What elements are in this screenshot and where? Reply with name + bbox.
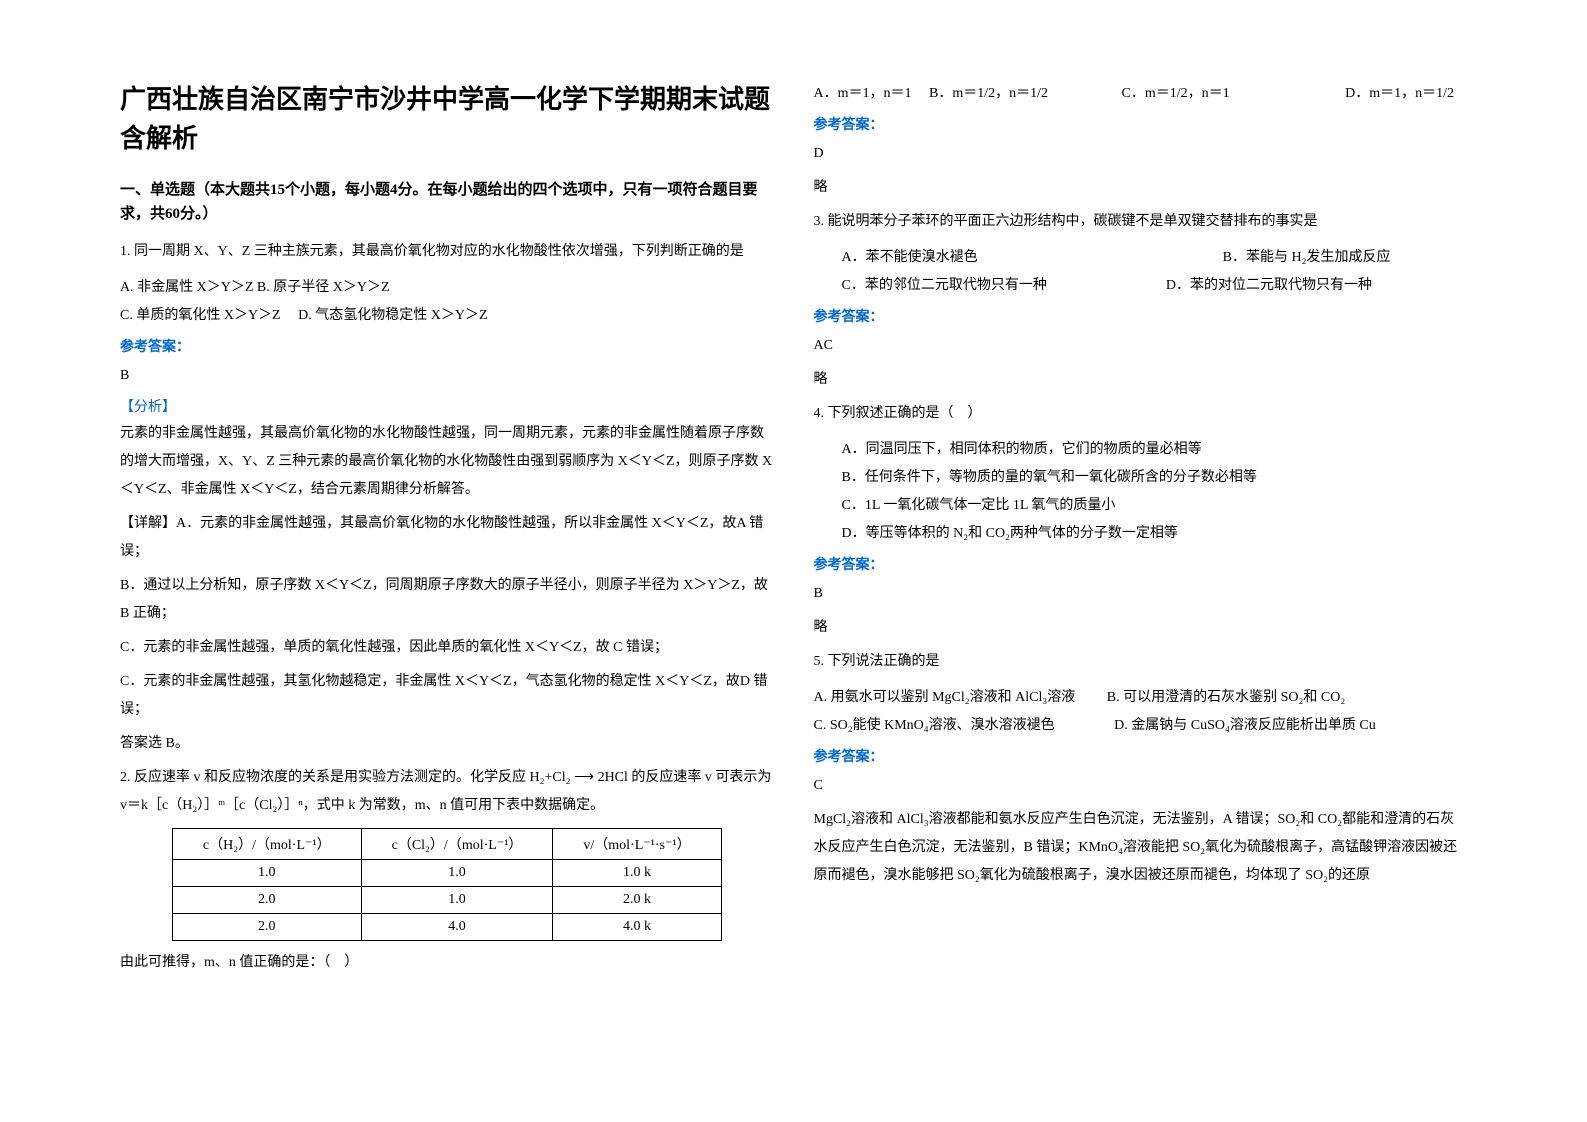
q3-stem: 3. 能说明苯分子苯环的平面正六边形结构中，碳碳键不是单双键交替排布的事实是 xyxy=(814,208,1468,236)
q2-answer: D xyxy=(814,140,1468,168)
q3-opt-d: D．苯的对位二元取代物只有一种 xyxy=(1166,278,1372,293)
left-column: 广西壮族自治区南宁市沙井中学高一化学下学期期末试题含解析 一、单选题（本大题共1… xyxy=(100,80,794,1082)
q5-stem: 5. 下列说法正确的是 xyxy=(814,648,1468,676)
q1-detail-b: B．通过以上分析知，原子序数 X＜Y＜Z，同周期原子序数大的原子半径小，则原子半… xyxy=(120,572,774,628)
q4-opt-a: A．同温同压下，相同体积的物质，它们的物质的量必相等 xyxy=(814,436,1468,464)
q4-opt-b: B．任何条件下，等物质的量的氧气和一氧化碳所含的分子数必相等 xyxy=(814,464,1468,492)
q1-options-a: A. 非金属性 X＞Y＞Z B. 原子半径 X＞Y＞Z xyxy=(120,274,774,302)
q4-answer: B xyxy=(814,580,1468,608)
q1-stem: 1. 同一周期 X、Y、Z 三种主族元素，其最高价氧化物对应的水化物酸性依次增强… xyxy=(120,238,774,266)
q2-opt-a: A．m＝1，n＝1 xyxy=(814,86,912,101)
q5-answer-label: 参考答案： xyxy=(814,746,1468,766)
q2-options: A．m＝1，n＝1 B．m＝1/2，n＝1/2 C．m＝1/2，n＝1 D．m＝… xyxy=(814,80,1468,108)
table-cell: 2.0 k xyxy=(553,887,721,914)
table-header-2: c（Cl₂）/（mol·L⁻¹） xyxy=(361,829,553,860)
table-cell: 1.0 xyxy=(361,887,553,914)
q4-opt-d: D．等压等体积的 N₂和 CO₂两种气体的分子数一定相等 xyxy=(814,520,1468,548)
q1-analysis-label: 【分析】 xyxy=(120,396,774,416)
q2-answer-label: 参考答案： xyxy=(814,114,1468,134)
right-column: A．m＝1，n＝1 B．m＝1/2，n＝1/2 C．m＝1/2，n＝1 D．m＝… xyxy=(794,80,1488,1082)
q1-detail-a: 【详解】A．元素的非金属性越强，其最高价氧化物的水化物酸性越强，所以非金属性 X… xyxy=(120,510,774,566)
q2-opt-c: C．m＝1/2，n＝1 xyxy=(1122,86,1230,101)
q3-answer-label: 参考答案： xyxy=(814,306,1468,326)
table-header-3: v/（mol·L⁻¹·s⁻¹） xyxy=(553,829,721,860)
q4-opt-c: C．1L 一氧化碳气体一定比 1L 氧气的质量小 xyxy=(814,492,1468,520)
section-title: 一、单选题（本大题共15个小题，每小题4分。在每小题给出的四个选项中，只有一项符… xyxy=(120,178,774,226)
q3-opt-b: B．苯能与 H₂发生加成反应 xyxy=(1223,250,1391,265)
table-cell: 2.0 xyxy=(172,887,361,914)
q1-answer: B xyxy=(120,362,774,390)
q1-options-c: C. 单质的氧化性 X＞Y＞Z D. 气态氢化物稳定性 X＞Y＞Z xyxy=(120,302,774,330)
q5-opt-c: C. SO₂能使 KMnO₄溶液、溴水溶液褪色 xyxy=(814,718,1055,733)
q4-answer-label: 参考答案： xyxy=(814,554,1468,574)
q2-opt-b: B．m＝1/2，n＝1/2 xyxy=(929,86,1048,101)
table-cell: 1.0 xyxy=(361,860,553,887)
q3-opt-c: C．苯的邻位二元取代物只有一种 xyxy=(842,278,1047,293)
q5-opt-a: A. 用氨水可以鉴别 MgCl₂溶液和 AlCl₃溶液 xyxy=(814,690,1076,705)
q4-stem: 4. 下列叙述正确的是（ ） xyxy=(814,400,1468,428)
q3-opt-row1: A．苯不能使溴水褪色 B．苯能与 H₂发生加成反应 xyxy=(814,244,1468,272)
q5-opt-row2: C. SO₂能使 KMnO₄溶液、溴水溶液褪色 D. 金属钠与 CuSO₄溶液反… xyxy=(814,712,1468,740)
q2-stem: 2. 反应速率 v 和反应物浓度的关系是用实验方法测定的。化学反应 H₂+Cl₂… xyxy=(120,764,774,820)
q5-answer: C xyxy=(814,772,1468,800)
q1-answer-label: 参考答案： xyxy=(120,336,774,356)
q5-opt-b: B. 可以用澄清的石灰水鉴别 SO₂和 CO₂ xyxy=(1107,690,1345,705)
q2-brief: 略 xyxy=(814,174,1468,202)
table-cell: 1.0 xyxy=(172,860,361,887)
q1-detail-d: C．元素的非金属性越强，其氢化物越稳定，非金属性 X＜Y＜Z，气态氢化物的稳定性… xyxy=(120,668,774,724)
q4-brief: 略 xyxy=(814,614,1468,642)
q1-analysis: 元素的非金属性越强，其最高价氧化物的水化物酸性越强，同一周期元素，元素的非金属性… xyxy=(120,420,774,504)
page-title: 广西壮族自治区南宁市沙井中学高一化学下学期期末试题含解析 xyxy=(120,80,774,158)
table-cell: 2.0 xyxy=(172,914,361,941)
q2-opt-d: D．m＝1，n＝1/2 xyxy=(1345,86,1454,101)
q2-stem2: 由此可推得，m、n 值正确的是：（ ） xyxy=(120,949,774,977)
q3-brief: 略 xyxy=(814,366,1468,394)
q5-opt-row1: A. 用氨水可以鉴别 MgCl₂溶液和 AlCl₃溶液 B. 可以用澄清的石灰水… xyxy=(814,684,1468,712)
q5-detail: MgCl₂溶液和 AlCl₃溶液都能和氨水反应产生白色沉淀，无法鉴别，A 错误；… xyxy=(814,806,1468,890)
q1-final: 答案选 B。 xyxy=(120,730,774,758)
table-header-1: c（H₂）/（mol·L⁻¹） xyxy=(172,829,361,860)
q3-opt-a: A．苯不能使溴水褪色 xyxy=(842,250,978,265)
table-cell: 4.0 k xyxy=(553,914,721,941)
q5-opt-d: D. 金属钠与 CuSO₄溶液反应能析出单质 Cu xyxy=(1114,718,1376,733)
table-cell: 4.0 xyxy=(361,914,553,941)
q2-table: c（H₂）/（mol·L⁻¹） c（Cl₂）/（mol·L⁻¹） v/（mol·… xyxy=(172,828,722,941)
q3-opt-row2: C．苯的邻位二元取代物只有一种 D．苯的对位二元取代物只有一种 xyxy=(814,272,1468,300)
q1-detail-c: C．元素的非金属性越强，单质的氧化性越强，因此单质的氧化性 X＜Y＜Z，故 C … xyxy=(120,634,774,662)
q3-answer: AC xyxy=(814,332,1468,360)
table-cell: 1.0 k xyxy=(553,860,721,887)
